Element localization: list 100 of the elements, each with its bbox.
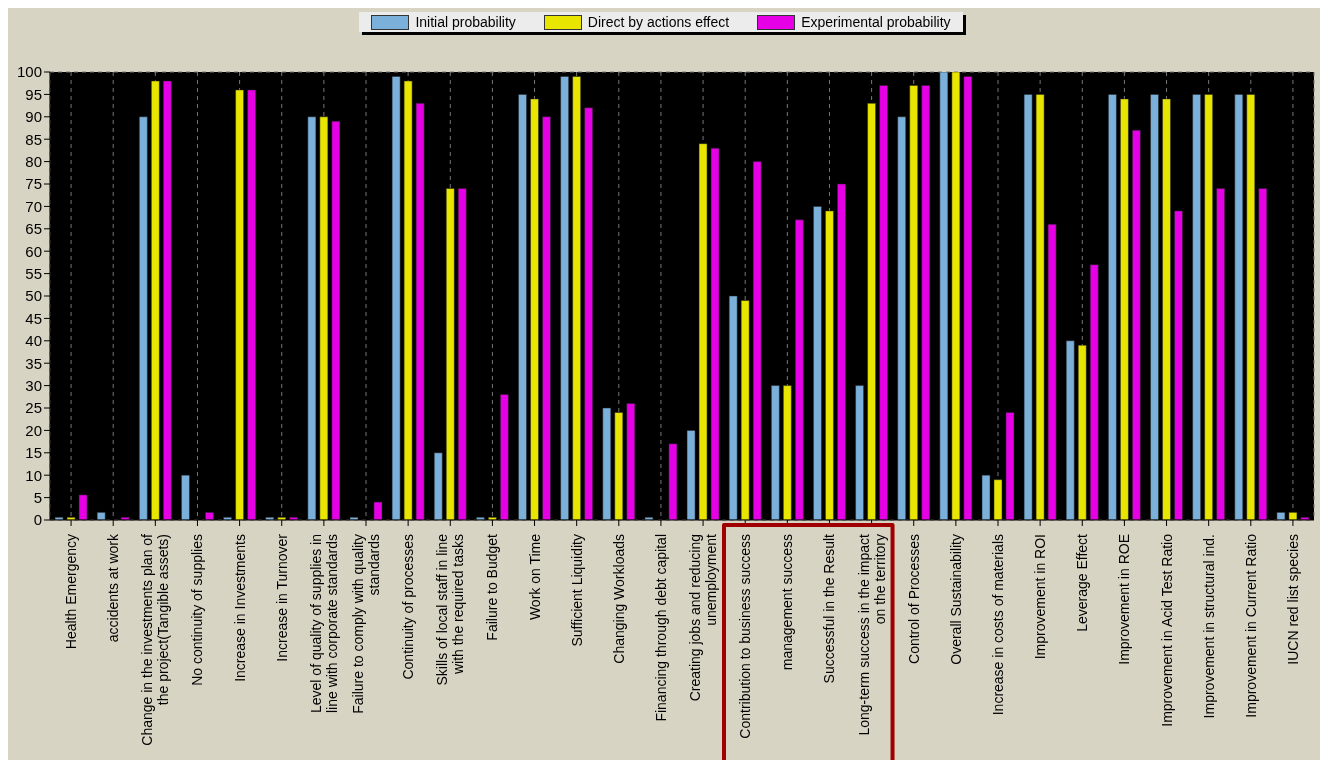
y-tick-label: 85 [25, 130, 42, 148]
x-tick-label: Successful in the Result [821, 533, 838, 684]
bar [795, 219, 804, 520]
bar [1288, 512, 1298, 520]
bar [1162, 98, 1171, 520]
y-tick-label: 15 [25, 444, 42, 462]
y-tick-label: 0 [33, 511, 42, 529]
bar [307, 116, 317, 520]
bar [813, 206, 822, 520]
bar [373, 501, 383, 520]
bar [897, 116, 906, 520]
bar [825, 210, 834, 520]
y-tick-label: 50 [25, 287, 42, 305]
bar [1066, 340, 1075, 520]
bar [235, 89, 244, 520]
bar [879, 85, 888, 520]
x-tick-label: Improvement in ROE [1116, 534, 1133, 665]
x-tick-label: Contribution to business success [737, 534, 754, 739]
y-tick-label: 95 [25, 85, 42, 103]
bar [993, 479, 1003, 520]
x-tick-label: Change in the investments plan of the project(Tangible assets) [139, 533, 172, 746]
bar [247, 89, 256, 520]
x-tick-label: Financing through debt capital [652, 534, 669, 722]
x-tick-label: No continuity of supplies [189, 534, 206, 686]
y-tick-label: 80 [25, 152, 42, 170]
bar [96, 512, 106, 520]
bar [518, 94, 527, 520]
y-tick-label: 25 [25, 399, 42, 417]
bar [740, 300, 750, 520]
y-tick-label: 30 [25, 376, 42, 394]
x-tick-label: Improvement in Acid Test Ratio [1158, 533, 1175, 727]
bar [560, 76, 569, 520]
bar [1005, 412, 1015, 520]
bar [78, 494, 88, 520]
x-tick-label: Overall Sustainability [947, 534, 964, 665]
bar [446, 188, 455, 520]
x-tick-label: Work on Time [526, 533, 543, 621]
bar [415, 103, 425, 520]
bar [668, 443, 678, 520]
bar [686, 430, 696, 520]
x-tick-label: Creating jobs and reducing unemployment [687, 533, 720, 702]
x-tick-label: Leverage Effect [1074, 533, 1091, 632]
bar [319, 116, 329, 520]
bar [1047, 224, 1057, 520]
x-tick-label: Health Emergency [63, 534, 80, 650]
bar [771, 385, 780, 520]
y-tick-label: 5 [33, 488, 42, 506]
x-tick-label: Improvement in ROI [1032, 534, 1049, 660]
bar [205, 512, 214, 520]
bar [1174, 210, 1183, 520]
x-tick-label: Increase in Investments [231, 534, 248, 682]
bar [752, 161, 762, 520]
legend-label: Experimental probability [800, 14, 951, 30]
bar [530, 98, 539, 520]
x-tick-label: Changing Workloads [610, 534, 627, 664]
x-tick-label: Improvement in Current Ratio [1242, 533, 1259, 718]
x-tick-label: Continuity of processes [400, 534, 417, 680]
y-tick-label: 100 [16, 63, 42, 81]
bar [921, 85, 930, 520]
x-tick-label: Increase in costs of materials [990, 534, 1006, 716]
y-tick-label: 40 [25, 332, 42, 350]
bar [1192, 94, 1201, 520]
bar [783, 385, 792, 520]
bar [500, 394, 509, 520]
bar [1276, 512, 1286, 520]
bar [837, 183, 846, 520]
bar [602, 407, 612, 520]
x-tick-label: management success [779, 534, 796, 671]
bar [391, 76, 401, 520]
x-tick-label: Increase in Turnover [273, 533, 290, 662]
bar [1023, 94, 1033, 520]
bar [1132, 129, 1141, 520]
bar [1246, 94, 1256, 520]
y-tick-label: 90 [25, 108, 42, 126]
y-tick-label: 75 [25, 175, 42, 193]
bar [1204, 94, 1213, 520]
bar [963, 76, 973, 520]
bar [163, 80, 172, 520]
y-tick-label: 55 [25, 264, 42, 282]
bar [1035, 94, 1045, 520]
bar [542, 116, 551, 520]
x-tick-label: Failure to Budget [484, 533, 501, 641]
x-tick-label: accidents at work [105, 533, 122, 643]
legend-label: Direct by actions effect [586, 14, 730, 30]
bar [458, 188, 467, 520]
y-tick-label: 10 [25, 466, 42, 484]
y-tick-label: 45 [25, 309, 42, 327]
x-tick-label: Sufficient Liquidity [568, 534, 585, 647]
bar [855, 385, 864, 520]
y-tick-label: 35 [25, 354, 42, 372]
x-tick-label: Improvement in structural ind. [1200, 534, 1217, 719]
bar [951, 72, 961, 520]
y-tick-label: 65 [25, 220, 42, 238]
y-tick-label: 60 [25, 242, 42, 260]
bar [909, 85, 918, 520]
bar [584, 107, 593, 520]
bar [1090, 264, 1099, 520]
bar [939, 72, 949, 520]
bar [1108, 94, 1117, 520]
bar [434, 452, 443, 520]
